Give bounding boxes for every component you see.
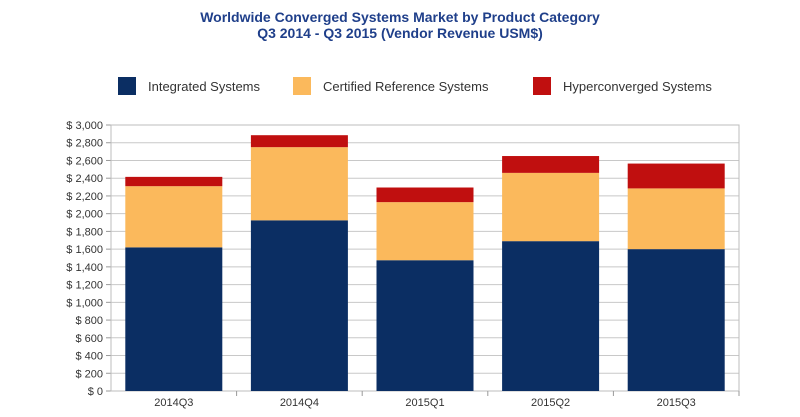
bar-integrated (250, 220, 348, 391)
y-tick-label: $ 1,400 (66, 262, 103, 274)
legend-item-certified: Certified Reference Systems (293, 73, 488, 99)
bar-hyperconverged (627, 163, 725, 189)
y-tick-label: $ 3,000 (66, 120, 103, 132)
legend-label-certified: Certified Reference Systems (323, 78, 489, 94)
legend-swatch-hyperconverged (533, 77, 551, 95)
bar-certified (125, 186, 223, 248)
legend-item-integrated: Integrated Systems (118, 73, 260, 99)
y-tick-label: $ 600 (75, 333, 103, 345)
legend-label-hyperconverged: Hyperconverged Systems (563, 78, 712, 94)
x-tick-label: 2015Q2 (531, 397, 570, 409)
legend-swatch-certified (293, 77, 311, 95)
x-tick-label: 2014Q4 (280, 397, 319, 409)
y-tick-label: $ 2,600 (66, 155, 103, 167)
bar-integrated (376, 260, 474, 391)
x-tick-label: 2014Q3 (154, 397, 193, 409)
legend-swatch-integrated (118, 77, 136, 95)
chart-subtitle: Q3 2014 - Q3 2015 (Vendor Revenue USM$) (257, 25, 543, 41)
x-tick-label: 2015Q1 (405, 397, 444, 409)
y-tick-label: $ 2,200 (66, 191, 103, 203)
bar-certified (502, 172, 600, 242)
bar-integrated (627, 249, 725, 391)
bar-hyperconverged (502, 156, 600, 173)
bar-certified (376, 202, 474, 261)
chart-title: Worldwide Converged Systems Market by Pr… (200, 9, 600, 25)
y-tick-label: $ 1,800 (66, 226, 103, 238)
y-tick-label: $ 2,800 (66, 138, 103, 150)
y-tick-label: $ 2,400 (66, 173, 103, 185)
legend: Integrated Systems Certified Reference S… (0, 73, 800, 99)
bar-hyperconverged (250, 135, 348, 148)
bar-hyperconverged (125, 176, 223, 187)
y-tick-label: $ 1,000 (66, 297, 103, 309)
bar-hyperconverged (376, 187, 474, 203)
y-tick-label: $ 1,200 (66, 280, 103, 292)
bar-integrated (125, 247, 223, 391)
bar-certified (627, 188, 725, 250)
y-tick-label: $ 1,600 (66, 244, 103, 256)
y-tick-label: $ 2,000 (66, 209, 103, 221)
bar-certified (250, 147, 348, 221)
y-tick-label: $ 400 (75, 351, 103, 363)
y-tick-label: $ 200 (75, 368, 103, 380)
legend-label-integrated: Integrated Systems (148, 78, 260, 94)
bar-integrated (502, 241, 600, 391)
y-tick-label: $ 0 (88, 386, 103, 398)
x-tick-label: 2015Q3 (657, 397, 696, 409)
legend-item-hyperconverged: Hyperconverged Systems (533, 73, 712, 99)
y-tick-label: $ 800 (75, 315, 103, 327)
